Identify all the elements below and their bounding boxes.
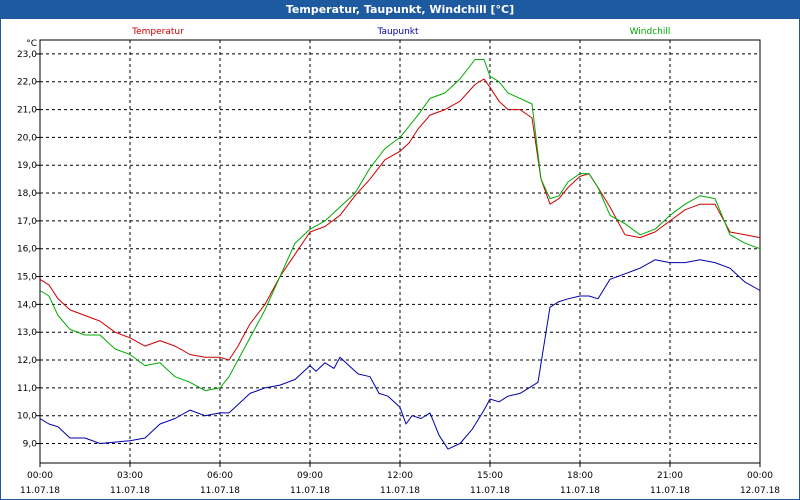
axis-layer: 9,0 10,0 11,0 12,0 13,0 14,0 15,0 16,0 17,0 18,0 1… xyxy=(17,39,780,496)
legend-taupunkt: Taupunkt xyxy=(376,27,419,37)
x-tick-date: 11.07.18 xyxy=(470,486,510,496)
y-tick-label: 21,0 xyxy=(17,106,37,116)
x-tick-time: 12:00 xyxy=(387,471,413,481)
y-tick-label: 13,0 xyxy=(17,328,37,338)
x-tick-time: 09:00 xyxy=(297,471,323,481)
y-tick-label: 17,0 xyxy=(17,217,37,227)
x-tick-date: 12.07.18 xyxy=(740,486,780,496)
x-tick-time: 00:00 xyxy=(27,471,53,481)
y-tick-label: 9,0 xyxy=(23,440,38,450)
x-tick-time: 21:00 xyxy=(657,471,683,481)
y-tick-label: 16,0 xyxy=(17,245,37,255)
x-tick-date: 11.07.18 xyxy=(560,486,600,496)
legend-temperatur: Temperatur xyxy=(131,27,184,37)
legend-windchill: Windchill xyxy=(630,27,671,37)
y-tick-label: 15,0 xyxy=(17,273,37,283)
x-tick-time: 06:00 xyxy=(207,471,233,481)
x-tick-date: 11.07.18 xyxy=(110,486,150,496)
y-tick-label: 20,0 xyxy=(17,133,37,143)
x-tick-time: 18:00 xyxy=(567,471,593,481)
y-tick-label: 10,0 xyxy=(17,412,37,422)
grid-layer xyxy=(40,40,760,463)
y-tick-label: 11,0 xyxy=(17,384,37,394)
x-tick-date: 11.07.18 xyxy=(20,486,60,496)
y-tick-label: 22,0 xyxy=(17,78,37,88)
x-tick-date: 11.07.18 xyxy=(650,486,690,496)
series-line-temperatur xyxy=(39,78,761,361)
y-tick-label: 14,0 xyxy=(17,300,37,310)
x-tick-time: 00:00 xyxy=(747,471,773,481)
y-tick-label: 23,0 xyxy=(17,50,37,60)
x-tick-date: 11.07.18 xyxy=(380,486,420,496)
x-tick-date: 11.07.18 xyxy=(290,486,330,496)
x-tick-time: 03:00 xyxy=(117,471,143,481)
window-title: Temperatur, Taupunkt, Windchill [°C] xyxy=(1,1,799,19)
series-line-taupunkt xyxy=(39,259,761,450)
series-line-windchill xyxy=(39,59,761,392)
y-tick-label: 19,0 xyxy=(17,161,37,171)
y-tick-label: 18,0 xyxy=(17,189,37,199)
series-layer xyxy=(39,59,761,450)
y-axis-unit: °C xyxy=(26,39,37,49)
x-tick-date: 11.07.18 xyxy=(200,486,240,496)
x-tick-time: 15:00 xyxy=(477,471,503,481)
legend-layer: Temperatur Taupunkt Windchill xyxy=(131,27,670,37)
y-tick-label: 12,0 xyxy=(17,356,37,366)
